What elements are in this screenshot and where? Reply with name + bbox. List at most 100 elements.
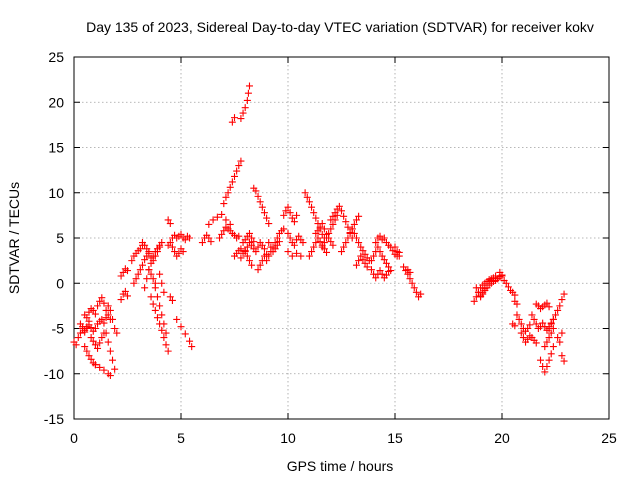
series-arc-70 bbox=[541, 325, 557, 351]
data-point bbox=[121, 287, 129, 295]
series-arc-10 bbox=[117, 265, 131, 280]
data-point bbox=[329, 241, 337, 249]
series-arc-58 bbox=[496, 268, 519, 299]
data-point bbox=[329, 220, 337, 228]
data-point bbox=[136, 245, 144, 253]
data-point bbox=[100, 319, 108, 327]
data-point bbox=[141, 284, 149, 292]
data-point bbox=[323, 248, 331, 256]
data-point bbox=[181, 330, 189, 338]
data-point bbox=[504, 283, 512, 291]
x-tick-label: 20 bbox=[494, 430, 510, 446]
data-point bbox=[177, 323, 185, 331]
data-point bbox=[239, 109, 247, 117]
data-point bbox=[260, 209, 268, 217]
data-point bbox=[524, 335, 532, 343]
data-point bbox=[226, 220, 234, 228]
data-point bbox=[188, 343, 196, 351]
data-point bbox=[256, 198, 264, 206]
data-point bbox=[549, 325, 557, 332]
data-point bbox=[79, 323, 87, 331]
data-point bbox=[267, 243, 275, 251]
data-point bbox=[350, 220, 358, 228]
series-arc-52 bbox=[391, 243, 403, 260]
data-point bbox=[151, 306, 159, 314]
data-point bbox=[89, 337, 97, 345]
data-point bbox=[327, 238, 335, 246]
data-point bbox=[284, 229, 292, 237]
data-point bbox=[205, 220, 213, 228]
data-point bbox=[519, 334, 527, 342]
data-point bbox=[235, 162, 243, 170]
data-point bbox=[318, 220, 326, 228]
data-point bbox=[545, 303, 553, 311]
data-point bbox=[344, 234, 352, 242]
data-point bbox=[85, 352, 93, 360]
data-point bbox=[327, 225, 335, 233]
data-point bbox=[558, 329, 566, 337]
data-point bbox=[288, 214, 296, 222]
data-point bbox=[290, 218, 298, 226]
series-arc-19 bbox=[164, 230, 194, 249]
data-point bbox=[91, 361, 99, 369]
data-point bbox=[113, 329, 121, 337]
series-arc-6 bbox=[102, 329, 119, 373]
data-point bbox=[417, 290, 425, 298]
data-point bbox=[87, 355, 95, 363]
y-tick-label: 0 bbox=[56, 275, 64, 291]
data-point bbox=[380, 256, 388, 264]
data-point bbox=[231, 114, 238, 122]
y-tick-label: 15 bbox=[48, 140, 64, 156]
data-point bbox=[391, 243, 399, 251]
data-point bbox=[331, 209, 339, 217]
series-arc-59 bbox=[472, 284, 489, 300]
data-point bbox=[252, 248, 260, 256]
data-point bbox=[271, 245, 279, 253]
data-point bbox=[231, 172, 238, 180]
data-point bbox=[318, 243, 326, 251]
y-tick-label: -15 bbox=[44, 411, 64, 427]
data-point bbox=[280, 225, 288, 233]
series-arc-15 bbox=[147, 293, 172, 355]
data-point bbox=[98, 294, 106, 302]
series-arc-14 bbox=[141, 239, 166, 292]
data-point bbox=[160, 288, 168, 296]
data-point bbox=[359, 256, 367, 264]
data-point bbox=[104, 311, 112, 319]
data-point bbox=[305, 198, 313, 206]
series-arc-63 bbox=[517, 329, 540, 347]
series-arc-28 bbox=[231, 239, 258, 260]
series-arc-39 bbox=[284, 229, 307, 249]
data-point bbox=[382, 271, 390, 279]
series-arc-30 bbox=[239, 229, 258, 247]
series-arc-35 bbox=[254, 252, 268, 274]
data-point bbox=[477, 292, 485, 300]
data-point bbox=[537, 356, 545, 364]
data-point bbox=[149, 300, 157, 308]
x-tick-label: 10 bbox=[280, 430, 296, 446]
data-point bbox=[158, 311, 166, 319]
data-point bbox=[241, 247, 249, 255]
y-tick-label: -10 bbox=[44, 366, 64, 382]
data-point bbox=[314, 234, 322, 242]
data-point bbox=[220, 227, 228, 235]
data-point bbox=[363, 263, 371, 271]
data-point bbox=[382, 259, 390, 267]
tick-layer: 0 5 10 15 20 25 -15 -10 -5 0 5 10 15 20 25 bbox=[44, 49, 617, 446]
data-point bbox=[301, 189, 309, 197]
series-arc-49 bbox=[372, 232, 403, 260]
series-arc-57 bbox=[487, 271, 506, 285]
data-point bbox=[543, 299, 551, 307]
data-point bbox=[164, 216, 172, 224]
data-point bbox=[158, 326, 166, 334]
data-point bbox=[98, 315, 106, 323]
data-point bbox=[130, 279, 138, 287]
data-point bbox=[98, 334, 106, 342]
data-point bbox=[556, 302, 564, 310]
series-arc-47 bbox=[348, 225, 373, 265]
series-arc-23 bbox=[166, 293, 176, 304]
series-arc-3 bbox=[81, 294, 114, 323]
data-point bbox=[376, 232, 384, 240]
data-point bbox=[312, 214, 320, 222]
data-point bbox=[245, 229, 253, 237]
